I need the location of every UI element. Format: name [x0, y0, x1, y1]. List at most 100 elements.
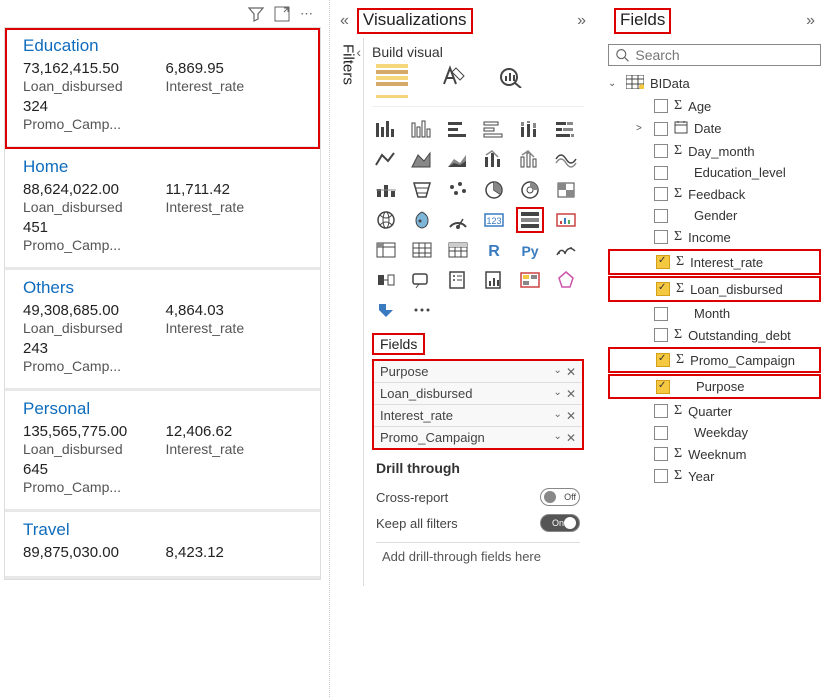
- multi-row-card-visual[interactable]: Education 73,162,415.50Loan_disbursed 6,…: [4, 27, 321, 580]
- filter-icon[interactable]: [248, 6, 264, 25]
- viz-type-icon[interactable]: [444, 267, 472, 293]
- field-checkbox[interactable]: [656, 380, 670, 394]
- field-checkbox[interactable]: [654, 122, 668, 136]
- field-item[interactable]: Month: [608, 303, 821, 324]
- viz-type-icon[interactable]: [516, 117, 544, 143]
- viz-type-icon[interactable]: [372, 267, 400, 293]
- field-well-item[interactable]: Promo_Campaign⌄✕: [374, 427, 582, 448]
- viz-type-icon[interactable]: [552, 267, 580, 293]
- chevron-down-icon[interactable]: ⌄: [554, 387, 562, 401]
- field-checkbox[interactable]: [654, 328, 668, 342]
- viz-type-icon[interactable]: [444, 117, 472, 143]
- viz-type-icon[interactable]: [372, 207, 400, 233]
- chevron-down-icon[interactable]: ⌄: [554, 409, 562, 423]
- field-item[interactable]: ΣQuarter: [608, 400, 821, 422]
- card-item[interactable]: Home 88,624,022.00Loan_disbursed 11,711.…: [5, 149, 320, 270]
- analytics-tab[interactable]: [496, 64, 528, 98]
- viz-type-icon[interactable]: [444, 207, 472, 233]
- viz-type-icon[interactable]: [408, 117, 436, 143]
- keep-filters-toggle[interactable]: On: [540, 514, 580, 532]
- collapse-icon[interactable]: [340, 12, 349, 30]
- field-item[interactable]: ΣAge: [608, 95, 821, 117]
- field-checkbox[interactable]: [654, 99, 668, 113]
- field-checkbox[interactable]: [654, 209, 668, 223]
- field-item[interactable]: Purpose: [608, 374, 821, 399]
- field-item[interactable]: >Date: [608, 117, 821, 140]
- viz-type-icon[interactable]: [516, 177, 544, 203]
- field-item[interactable]: ΣWeeknum: [608, 443, 821, 465]
- viz-type-icon[interactable]: [372, 237, 400, 263]
- chevron-down-icon[interactable]: ⌄: [554, 365, 562, 379]
- field-well-item[interactable]: Interest_rate⌄✕: [374, 405, 582, 427]
- more-icon[interactable]: ⋯: [300, 6, 315, 25]
- field-item[interactable]: ΣInterest_rate: [608, 249, 821, 275]
- field-item[interactable]: ΣYear: [608, 465, 821, 487]
- card-item[interactable]: Others 49,308,685.00Loan_disbursed 4,864…: [5, 270, 320, 391]
- viz-type-icon[interactable]: [552, 147, 580, 173]
- card-item[interactable]: Education 73,162,415.50Loan_disbursed 6,…: [5, 28, 320, 149]
- viz-type-icon[interactable]: [552, 177, 580, 203]
- viz-type-icon[interactable]: [372, 117, 400, 143]
- remove-icon[interactable]: ✕: [566, 431, 576, 445]
- field-item[interactable]: ΣLoan_disbursed: [608, 276, 821, 302]
- field-item[interactable]: ΣFeedback: [608, 183, 821, 205]
- search-input[interactable]: [635, 47, 814, 63]
- viz-type-icon[interactable]: [372, 147, 400, 173]
- viz-type-icon[interactable]: [552, 117, 580, 143]
- viz-type-icon[interactable]: [444, 147, 472, 173]
- field-checkbox[interactable]: [654, 166, 668, 180]
- cross-report-toggle[interactable]: Off: [540, 488, 580, 506]
- viz-type-icon[interactable]: [444, 177, 472, 203]
- field-item[interactable]: Education_level: [608, 162, 821, 183]
- field-checkbox[interactable]: [656, 282, 670, 296]
- viz-type-icon[interactable]: [408, 237, 436, 263]
- card-item[interactable]: Personal 135,565,775.00Loan_disbursed 12…: [5, 391, 320, 512]
- viz-type-icon[interactable]: [516, 207, 544, 233]
- fields-search[interactable]: [608, 44, 821, 66]
- viz-type-icon[interactable]: 123: [480, 207, 508, 233]
- viz-type-icon[interactable]: [372, 177, 400, 203]
- viz-type-icon[interactable]: [408, 267, 436, 293]
- field-checkbox[interactable]: [654, 144, 668, 158]
- format-visual-tab[interactable]: [436, 64, 468, 98]
- table-node[interactable]: ⌄ BIData: [608, 72, 821, 95]
- remove-icon[interactable]: ✕: [566, 387, 576, 401]
- viz-type-icon[interactable]: [480, 117, 508, 143]
- field-item[interactable]: ΣDay_month: [608, 140, 821, 162]
- field-well-item[interactable]: Purpose⌄✕: [374, 361, 582, 383]
- viz-type-icon[interactable]: [408, 147, 436, 173]
- field-checkbox[interactable]: [654, 469, 668, 483]
- viz-type-icon[interactable]: [408, 177, 436, 203]
- field-checkbox[interactable]: [654, 230, 668, 244]
- field-checkbox[interactable]: [654, 307, 668, 321]
- expand-icon[interactable]: [577, 12, 586, 30]
- viz-type-icon[interactable]: [444, 237, 472, 263]
- viz-type-icon[interactable]: [480, 147, 508, 173]
- viz-type-icon[interactable]: [408, 207, 436, 233]
- viz-type-icon[interactable]: [516, 267, 544, 293]
- viz-type-icon[interactable]: Py: [516, 237, 544, 263]
- viz-type-icon[interactable]: [552, 237, 580, 263]
- field-checkbox[interactable]: [654, 187, 668, 201]
- viz-type-icon[interactable]: [480, 267, 508, 293]
- viz-type-icon[interactable]: [480, 177, 508, 203]
- card-item[interactable]: Travel 89,875,030.00 8,423.12: [5, 512, 320, 579]
- field-item[interactable]: Gender: [608, 205, 821, 226]
- remove-icon[interactable]: ✕: [566, 409, 576, 423]
- focus-icon[interactable]: [274, 6, 290, 25]
- viz-type-icon[interactable]: [552, 207, 580, 233]
- build-visual-tab[interactable]: [376, 64, 408, 98]
- field-checkbox[interactable]: [654, 404, 668, 418]
- viz-type-icon[interactable]: R: [480, 237, 508, 263]
- remove-icon[interactable]: ✕: [566, 365, 576, 379]
- viz-type-icon[interactable]: [516, 147, 544, 173]
- field-checkbox[interactable]: [656, 255, 670, 269]
- field-checkbox[interactable]: [656, 353, 670, 367]
- expand-arrow[interactable]: >: [636, 123, 648, 134]
- field-item[interactable]: Weekday: [608, 422, 821, 443]
- field-item[interactable]: ΣOutstanding_debt: [608, 324, 821, 346]
- viz-type-icon[interactable]: [372, 297, 400, 323]
- drill-drop-area[interactable]: Add drill-through fields here: [376, 542, 580, 570]
- field-well-item[interactable]: Loan_disbursed⌄✕: [374, 383, 582, 405]
- filters-collapsed-pane[interactable]: ‹ Filters: [334, 38, 364, 586]
